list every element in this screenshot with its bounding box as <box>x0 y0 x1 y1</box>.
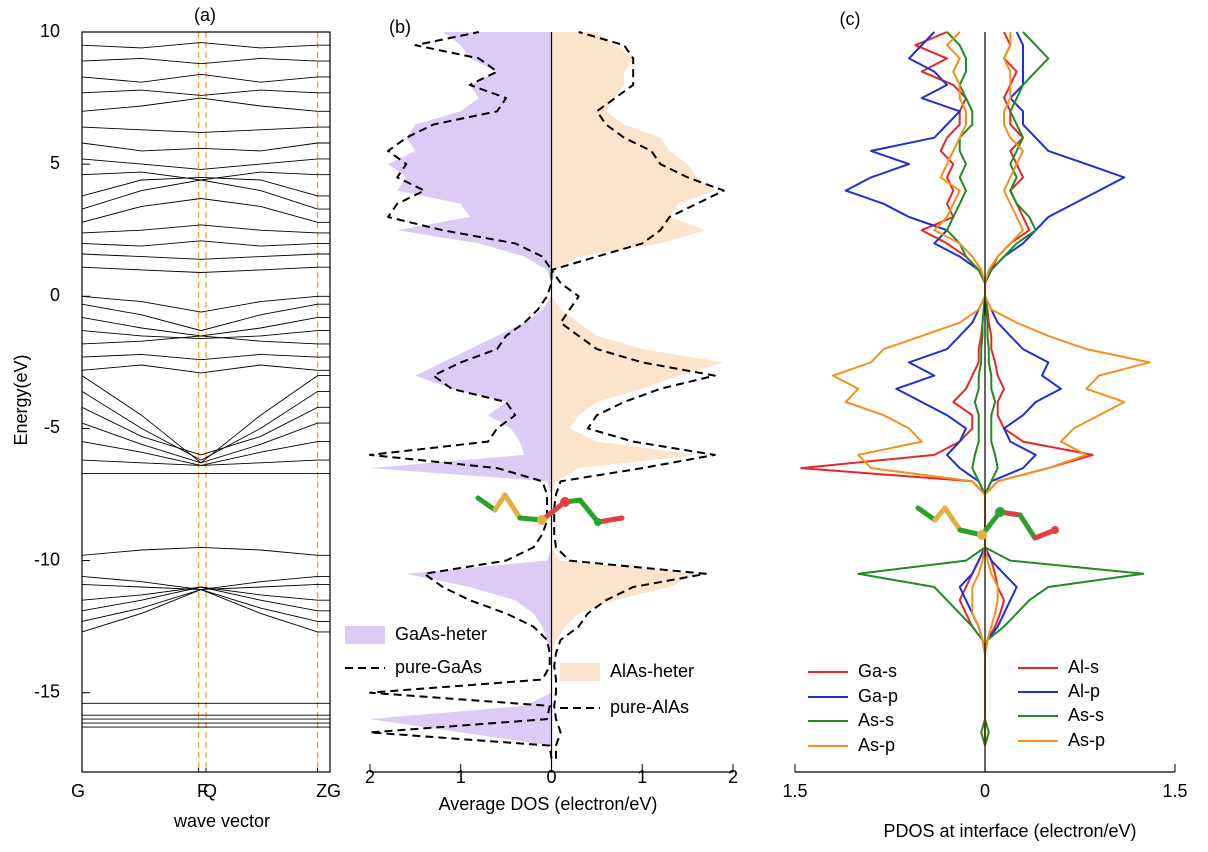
legend-label: As-p <box>1068 730 1105 750</box>
dos-line <box>846 32 985 746</box>
panel-title: (b) <box>389 17 411 37</box>
dos-line <box>833 32 985 746</box>
legend-label: As-p <box>858 735 895 755</box>
dos-line <box>985 32 1124 746</box>
molecule-icon <box>918 507 1059 540</box>
legend-label: Al-s <box>1068 657 1099 677</box>
x-tick-label: 0 <box>980 781 990 801</box>
y-tick-label: 5 <box>50 153 60 173</box>
legend-label: AlAs-heter <box>610 661 694 681</box>
panel-title: (c) <box>840 9 861 29</box>
legend-swatch <box>345 626 385 644</box>
band-line <box>82 376 330 463</box>
y-axis-label: Energy(eV) <box>11 354 31 445</box>
legend-label: Al-p <box>1068 681 1100 701</box>
legend-swatch <box>560 663 600 681</box>
dos-line <box>985 32 1150 746</box>
legend-label: As-s <box>1068 705 1104 725</box>
x-tick-label: G <box>71 781 85 801</box>
y-tick-label: 10 <box>40 21 60 41</box>
molecule-icon <box>478 495 622 526</box>
dos-line <box>985 32 1143 746</box>
dos-area <box>370 32 552 759</box>
dos-line <box>801 32 985 746</box>
x-tick-label: Z <box>316 781 327 801</box>
y-tick-label: -10 <box>34 549 60 569</box>
x-tick-label: Q <box>203 781 217 801</box>
legend-label: Ga-p <box>858 686 898 706</box>
figure: (c) PDOS at interface (electron/eV) 1.5 0 1.… <box>0 0 1208 852</box>
y-tick-label: 0 <box>50 285 60 305</box>
panel: (c) PDOS at interface (electron/eV) 1.5 0 1.… <box>782 9 1187 841</box>
x-axis-label: Average DOS (electron/eV) <box>439 794 658 814</box>
x-axis-label: wave vector <box>173 811 270 831</box>
band-line <box>82 58 330 63</box>
x-axis-label: PDOS at interface (electron/eV) <box>883 821 1136 841</box>
legend-label: pure-GaAs <box>395 657 482 677</box>
x-tick-label: 1.5 <box>1162 781 1187 801</box>
x-tick-label: G <box>327 781 341 801</box>
panel-title: (a) <box>194 5 216 25</box>
x-tick-label: 1.5 <box>782 781 807 801</box>
dos-area <box>552 32 724 759</box>
dos-line <box>985 32 1093 746</box>
legend-label: As-s <box>858 710 894 730</box>
y-tick-label: -5 <box>44 417 60 437</box>
legend-label: Ga-s <box>858 661 897 681</box>
page: (c) PDOS at interface (electron/eV) 1.5 0 1.… <box>0 0 1208 852</box>
legend-label: GaAs-heter <box>395 624 487 644</box>
legend-label: pure-AlAs <box>610 697 689 717</box>
y-tick-label: -15 <box>34 681 60 701</box>
